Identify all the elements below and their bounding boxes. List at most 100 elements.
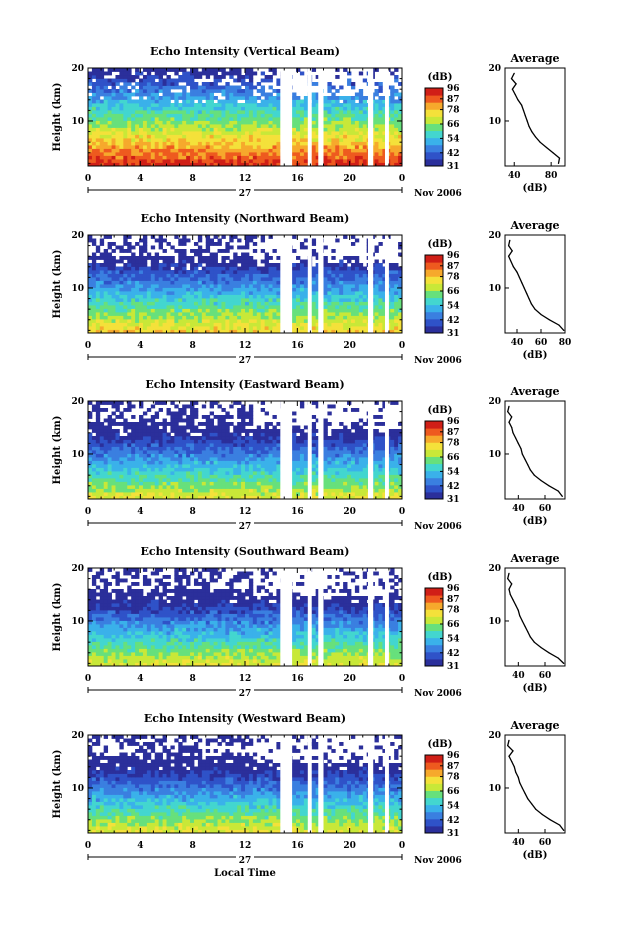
heatmap-cell bbox=[241, 298, 245, 302]
heatmap-cell bbox=[151, 482, 155, 486]
heatmap-cell bbox=[147, 270, 151, 274]
heatmap-cell bbox=[96, 100, 100, 104]
heatmap-cell bbox=[88, 117, 92, 121]
heatmap-cell bbox=[147, 492, 151, 496]
heatmap-cell bbox=[190, 457, 194, 461]
heatmap-cell bbox=[269, 121, 273, 125]
heatmap-cell bbox=[155, 312, 159, 316]
heatmap-cell bbox=[375, 281, 379, 285]
heatmap-cell bbox=[221, 305, 225, 309]
heatmap-cell bbox=[276, 475, 280, 479]
heatmap-cell bbox=[214, 117, 218, 121]
heatmap-cell bbox=[390, 291, 394, 295]
heatmap-cell bbox=[394, 492, 398, 496]
heatmap-cell bbox=[186, 295, 190, 299]
heatmap-cell bbox=[127, 117, 131, 121]
heatmap-cell bbox=[237, 295, 241, 299]
heatmap-cell bbox=[375, 107, 379, 111]
heatmap-cell bbox=[265, 114, 269, 118]
heatmap-cell bbox=[312, 326, 316, 330]
heatmap-cell bbox=[363, 492, 367, 496]
heatmap-cell bbox=[390, 302, 394, 306]
heatmap-cell bbox=[245, 114, 249, 118]
heatmap-cell bbox=[163, 489, 167, 493]
heatmap-cell bbox=[355, 124, 359, 128]
heatmap-cell bbox=[276, 277, 280, 281]
average-point bbox=[563, 330, 564, 331]
heatmap-cell bbox=[304, 312, 308, 316]
heatmap-cell bbox=[257, 159, 261, 163]
heatmap-cell bbox=[92, 468, 96, 472]
heatmap-cell bbox=[210, 305, 214, 309]
heatmap-cell bbox=[237, 124, 241, 128]
heatmap-cell bbox=[112, 93, 116, 97]
heatmap-cell bbox=[100, 128, 104, 132]
heatmap-cell bbox=[190, 142, 194, 146]
heatmap-cell bbox=[96, 89, 100, 93]
heatmap-cell bbox=[347, 464, 351, 468]
heatmap-cell bbox=[241, 89, 245, 93]
heatmap-cell bbox=[225, 319, 229, 323]
heatmap-cell bbox=[88, 478, 92, 482]
heatmap-cell bbox=[351, 107, 355, 111]
heatmap-cell bbox=[159, 326, 163, 330]
heatmap-cell bbox=[178, 288, 182, 292]
heatmap-cell bbox=[206, 468, 210, 472]
heatmap-cell bbox=[245, 152, 249, 156]
heatmap-cell bbox=[135, 263, 139, 267]
heatmap-cell bbox=[147, 319, 151, 323]
heatmap-cell bbox=[170, 86, 174, 90]
heatmap-cell bbox=[147, 138, 151, 142]
heatmap-cell bbox=[272, 312, 276, 316]
heatmap-cell bbox=[92, 149, 96, 153]
heatmap-cell bbox=[355, 152, 359, 156]
heatmap-cell bbox=[331, 142, 335, 146]
heatmap-cell bbox=[135, 485, 139, 489]
heatmap-cell bbox=[347, 124, 351, 128]
heatmap-cell bbox=[170, 464, 174, 468]
heatmap-cell bbox=[170, 128, 174, 132]
heatmap-cell bbox=[253, 242, 257, 246]
heatmap-cell bbox=[276, 93, 280, 97]
heatmap-cell bbox=[257, 82, 261, 86]
heatmap-cell bbox=[335, 114, 339, 118]
heatmap-cell bbox=[292, 100, 296, 104]
heatmap-cell bbox=[249, 159, 253, 163]
heatmap-cell bbox=[378, 277, 382, 281]
heatmap-cell bbox=[170, 475, 174, 479]
heatmap-cell bbox=[261, 107, 265, 111]
heatmap-cell bbox=[296, 103, 300, 107]
heatmap-cell bbox=[363, 291, 367, 295]
heatmap-cell bbox=[229, 263, 233, 267]
heatmap-cell bbox=[229, 114, 233, 118]
heatmap-cell bbox=[115, 468, 119, 472]
heatmap-cell bbox=[249, 302, 253, 306]
heatmap-cell bbox=[206, 131, 210, 135]
heatmap-cell bbox=[296, 152, 300, 156]
heatmap-cell bbox=[300, 107, 304, 111]
heatmap-cell bbox=[108, 270, 112, 274]
heatmap-cell bbox=[343, 326, 347, 330]
heatmap-cell bbox=[210, 156, 214, 160]
heatmap-cell bbox=[331, 277, 335, 281]
heatmap-cell bbox=[347, 316, 351, 320]
heatmap-cell bbox=[292, 110, 296, 114]
heatmap-cell bbox=[139, 305, 143, 309]
heatmap-cell bbox=[257, 309, 261, 313]
heatmap-cell bbox=[190, 96, 194, 100]
heatmap-cell bbox=[206, 103, 210, 107]
heatmap-cell bbox=[178, 478, 182, 482]
average-point bbox=[558, 325, 559, 326]
heatmap-cell bbox=[206, 312, 210, 316]
x-tick-label: 8 bbox=[190, 341, 196, 351]
average-point bbox=[559, 158, 560, 159]
heatmap-cell bbox=[390, 267, 394, 271]
heatmap-cell bbox=[206, 152, 210, 156]
heatmap-cell bbox=[127, 263, 131, 267]
average-point bbox=[540, 314, 541, 315]
heatmap-cell bbox=[182, 281, 186, 285]
heatmap-cell bbox=[390, 319, 394, 323]
heatmap-cell bbox=[127, 267, 131, 271]
heatmap-cell bbox=[296, 138, 300, 142]
heatmap-cell bbox=[198, 135, 202, 139]
